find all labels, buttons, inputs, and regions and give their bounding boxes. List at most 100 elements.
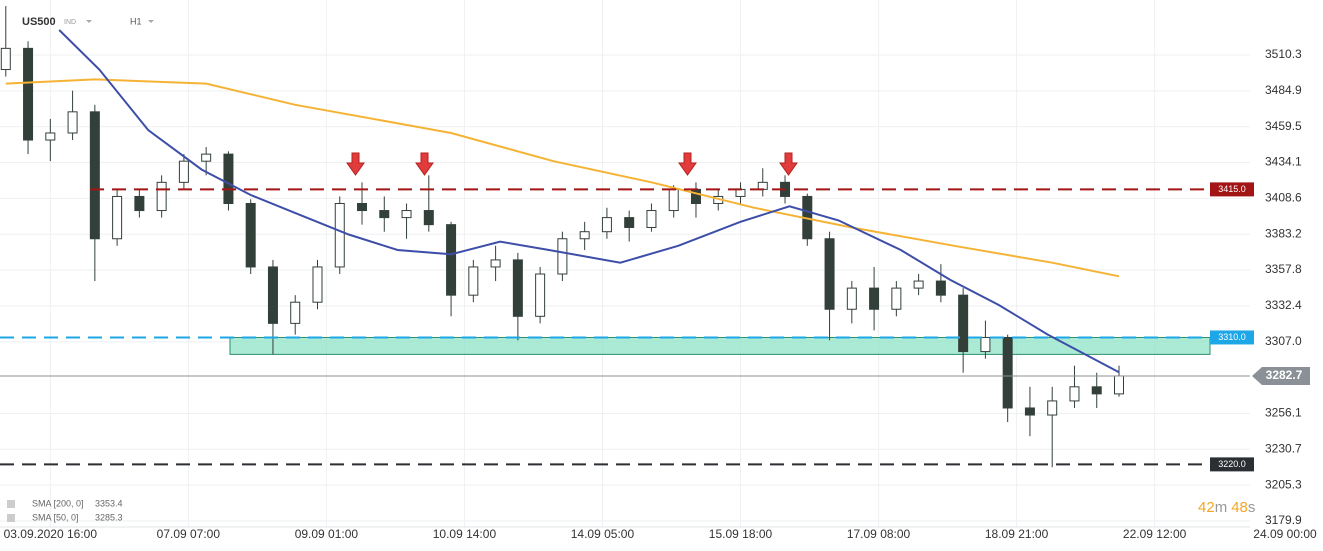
symbol[interactable]: US500: [22, 16, 56, 28]
candle-body: [579, 231, 590, 240]
sma-line: [58, 29, 1120, 374]
candle-body: [178, 160, 189, 183]
candle-body: [624, 217, 635, 228]
y-tick-label: 3383.2: [1265, 226, 1302, 240]
candle-body: [290, 301, 301, 324]
candle-body: [134, 195, 145, 212]
candle-body: [23, 47, 34, 141]
candle-body: [668, 188, 679, 212]
candle-body: [1047, 400, 1058, 416]
x-tick-label: 14.09 05:00: [571, 527, 635, 541]
countdown: 42m 48s: [1198, 499, 1255, 516]
x-tick-label: 17.09 08:00: [847, 527, 911, 541]
candle-body: [45, 132, 56, 141]
candle-body: [869, 287, 880, 310]
candle-body: [334, 202, 345, 268]
y-tick-label: 3179.9: [1265, 513, 1302, 527]
candle-body: [980, 336, 991, 353]
down-arrow: [346, 152, 365, 176]
candle-body: [735, 188, 746, 197]
current-price-label: 3282.7: [1266, 368, 1303, 382]
candle-body: [1024, 407, 1035, 416]
candle-body: [757, 181, 768, 190]
x-tick-label: 10.09 14:00: [433, 527, 497, 541]
candle-body: [423, 210, 434, 226]
countdown-unit: s: [1248, 499, 1256, 516]
legend-value: 3285.3: [95, 512, 123, 522]
candle-body: [401, 210, 412, 219]
x-tick-label: 15.09 18:00: [709, 527, 773, 541]
countdown-minutes: 42: [1198, 499, 1215, 516]
candle-body: [1002, 336, 1013, 409]
price-axis-bg: [1250, 0, 1323, 551]
candle-body: [958, 294, 969, 353]
grid-layer: [0, 0, 1250, 527]
y-tick-label: 3510.3: [1265, 47, 1302, 61]
candle-body: [267, 266, 278, 324]
candle-body: [913, 280, 924, 289]
candle-body: [223, 153, 234, 204]
candle-body: [891, 287, 902, 310]
candle-body: [357, 202, 368, 212]
level-tag: [1210, 457, 1254, 472]
candle-body: [512, 259, 523, 317]
countdown-seconds: 48: [1231, 499, 1248, 516]
down-arrow: [415, 152, 434, 176]
candle-body: [935, 280, 946, 296]
level-label: 3220.0: [1218, 459, 1246, 469]
y-tick-label: 3484.9: [1265, 83, 1302, 97]
support-zone: [229, 336, 1211, 355]
candle-body: [245, 202, 256, 268]
level-tag: [1210, 182, 1254, 197]
y-tick-label: 3256.1: [1265, 406, 1302, 420]
candle-body: [846, 287, 857, 310]
plot-layer: [0, 6, 1250, 468]
candle-body: [379, 210, 390, 219]
down-arrow: [678, 152, 697, 176]
legend-label: SMA [50, 0]: [32, 512, 79, 522]
candle-body: [690, 188, 701, 204]
candle-body: [468, 266, 479, 296]
arrows: [346, 152, 798, 176]
dropdown-icon[interactable]: [148, 20, 154, 23]
candle-body: [490, 259, 501, 268]
x-tick-label: 07.09 07:00: [157, 527, 221, 541]
candle-body: [1113, 375, 1124, 395]
candle-body: [1069, 386, 1080, 402]
dropdown-icon[interactable]: [86, 20, 92, 23]
level-label: 3415.0: [1218, 184, 1246, 194]
candle-body: [601, 217, 612, 233]
candle-body: [446, 224, 457, 296]
countdown-unit: m: [1215, 499, 1228, 516]
candle-body: [89, 111, 100, 240]
candle-body: [201, 153, 212, 162]
sma-line: [5, 78, 1120, 278]
x-tick-label: 22.09 12:00: [1123, 527, 1187, 541]
y-tick-label: 3230.7: [1265, 441, 1302, 455]
x-tick-label: 09.09 01:00: [295, 527, 359, 541]
candle-body: [112, 195, 123, 240]
candle-body: [67, 111, 78, 134]
candle-body: [557, 238, 568, 275]
y-tick-label: 3357.8: [1265, 262, 1302, 276]
legend-icon: [7, 500, 15, 508]
down-arrow: [779, 152, 798, 176]
y-tick-label: 3408.6: [1265, 191, 1302, 205]
candle-body: [156, 181, 167, 212]
y-tick-label: 3307.0: [1265, 334, 1302, 348]
candle-body: [312, 266, 323, 303]
candle-body: [824, 238, 835, 310]
candle-body: [1091, 386, 1102, 395]
candle-body: [0, 47, 11, 71]
level-tag: [1210, 330, 1254, 345]
x-tick-label: 24.09 00:00: [1253, 527, 1317, 541]
interval[interactable]: H1: [130, 16, 142, 26]
symbol-type: IND: [64, 19, 76, 26]
current-price-tag: [1252, 366, 1310, 385]
level-label: 3310.0: [1218, 332, 1246, 342]
y-tick-label: 3434.1: [1265, 155, 1302, 169]
candle-body: [646, 210, 657, 228]
x-tick-label: 03.09.2020 16:00: [4, 527, 98, 541]
legend-value: 3353.4: [95, 498, 123, 508]
legend-label: SMA [200, 0]: [32, 498, 84, 508]
